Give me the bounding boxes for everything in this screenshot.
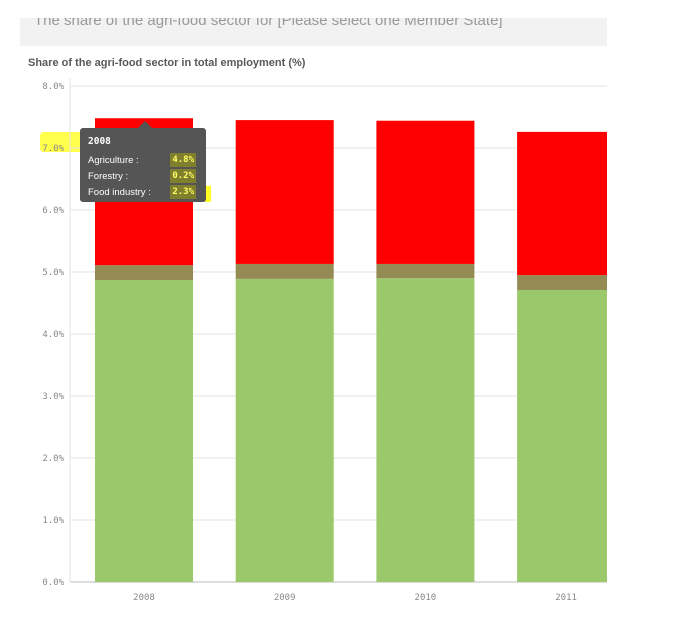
- bar-agriculture: [235, 278, 334, 582]
- x-tick-label: 2008: [133, 593, 155, 603]
- y-tick-label: 3.0%: [42, 392, 64, 402]
- highlight-mark: [205, 186, 211, 202]
- tooltip-label: Food industry :: [88, 187, 151, 198]
- y-tick-label: 8.0%: [42, 82, 64, 92]
- bar-forestry: [95, 265, 193, 281]
- chart-header: The share of the agri-food sector for [P…: [20, 18, 607, 46]
- tooltip-title: 2008: [88, 136, 111, 147]
- tooltip-row-agriculture: Agriculture : 4.8%: [88, 153, 200, 167]
- tooltip-label: Agriculture :: [88, 155, 139, 166]
- bar-food-industry: [376, 120, 475, 264]
- bar-food-industry: [235, 120, 334, 264]
- y-tick-label: 4.0%: [42, 330, 64, 340]
- bar-forestry: [376, 263, 475, 279]
- y-tick-label: 0.0%: [42, 578, 64, 588]
- bar-forestry: [517, 275, 607, 290]
- tooltip-row-forestry: Forestry : 0.2%: [88, 169, 200, 183]
- bar-food-industry: [517, 131, 607, 276]
- bar-agriculture: [95, 280, 193, 582]
- tooltip-value: 0.2%: [170, 169, 196, 183]
- bar-agriculture: [376, 278, 475, 582]
- y-tick-label: 2.0%: [42, 454, 64, 464]
- bar-forestry: [235, 263, 334, 279]
- y-tick-label: 5.0%: [42, 268, 64, 278]
- x-tick-label: 2009: [274, 593, 296, 603]
- chart-title: Share of the agri-food sector in total e…: [28, 57, 306, 69]
- y-tick-label: 7.0%: [42, 144, 64, 154]
- y-tick-label: 1.0%: [42, 516, 64, 526]
- tooltip-label: Forestry :: [88, 171, 129, 182]
- tooltip-row-food-industry: Food industry : 2.3%: [88, 185, 200, 199]
- y-tick-label: 6.0%: [42, 206, 64, 216]
- tooltip-value: 2.3%: [170, 185, 196, 199]
- highlight-mark: [40, 132, 86, 152]
- x-tick-label: 2011: [555, 593, 577, 603]
- x-tick-label: 2010: [415, 593, 437, 603]
- tooltip: 2008 Agriculture : 4.8% Forestry : 0.2% Fo…: [80, 121, 206, 202]
- header-text: The share of the agri-food sector for [P…: [34, 18, 503, 29]
- bar-agriculture: [517, 289, 607, 582]
- tooltip-value: 4.8%: [170, 153, 196, 167]
